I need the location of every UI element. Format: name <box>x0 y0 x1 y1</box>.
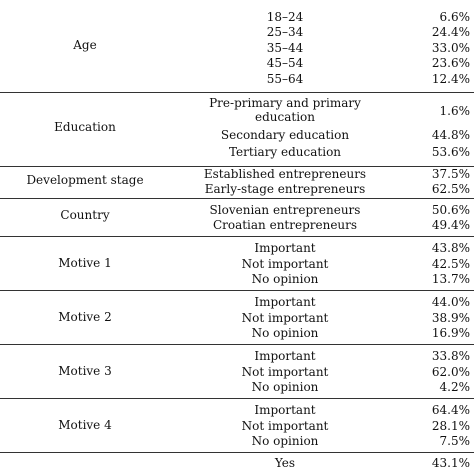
row-category: Yes <box>274 456 296 470</box>
group-label: Country <box>60 208 110 222</box>
row-category: Important <box>254 403 316 417</box>
row-value: 53.6% <box>431 145 470 159</box>
table-row: Tertiary education 53.6% <box>170 144 470 160</box>
row-value: 33.0% <box>431 41 470 55</box>
row-category: Not important <box>241 311 329 325</box>
row-category: Slovenian entrepreneurs <box>209 203 361 217</box>
table-row: Yes 43.1% <box>170 455 470 471</box>
table-row: Not important 28.1% <box>170 418 470 434</box>
table-row: Important 64.4% <box>170 402 470 418</box>
row-value: 33.8% <box>431 349 470 363</box>
row-value: 23.6% <box>431 56 470 70</box>
row-category: No opinion <box>251 380 319 394</box>
row-value: 4.2% <box>439 380 471 394</box>
group-motive-2: Motive 2 Important 44.0% Not important 3… <box>0 290 474 345</box>
row-value: 50.6% <box>431 203 470 217</box>
table-row: No opinion 7.5% <box>170 433 470 449</box>
table-row: 25–34 24.4% <box>170 24 470 40</box>
table-row: 35–44 33.0% <box>170 40 470 56</box>
row-value: 62.5% <box>431 182 470 196</box>
row-category: Not important <box>241 365 329 379</box>
table-row: 45–54 23.6% <box>170 55 470 71</box>
group-label: Motive 2 <box>58 310 112 324</box>
group-motive-4: Motive 4 Important 64.4% Not important 2… <box>0 398 474 453</box>
row-value: 12.4% <box>431 72 470 86</box>
table-row: Not important 42.5% <box>170 256 470 272</box>
table-row: Early-stage entrepreneurs 62.5% <box>170 181 470 197</box>
table-row: Important 33.8% <box>170 348 470 364</box>
row-category: Not important <box>241 419 329 433</box>
row-category: 45–54 <box>266 56 304 70</box>
table-row: Established entrepreneurs 37.5% <box>170 166 470 182</box>
row-category: Pre-primary and primary education <box>209 96 361 124</box>
row-value: 28.1% <box>431 419 470 433</box>
row-value: 16.9% <box>431 326 470 340</box>
table-row: Slovenian entrepreneurs 50.6% <box>170 202 470 218</box>
group-motive-1: Motive 1 Important 43.8% Not important 4… <box>0 236 474 291</box>
table-row: No opinion 16.9% <box>170 325 470 341</box>
row-category: No opinion <box>251 272 319 286</box>
table-row: No opinion 4.2% <box>170 379 470 395</box>
group-label: Development stage <box>26 173 144 187</box>
row-value: 42.5% <box>431 257 470 271</box>
row-value: 62.0% <box>431 365 470 379</box>
group-final: Yes 43.1% <box>0 452 474 475</box>
row-value: 24.4% <box>431 25 470 39</box>
table-row: Pre-primary and primary education 1.6% <box>170 95 470 125</box>
row-value: 37.5% <box>431 167 470 181</box>
row-category: 25–34 <box>266 25 304 39</box>
row-value: 44.0% <box>431 295 470 309</box>
group-motive-3: Motive 3 Important 33.8% Not important 6… <box>0 344 474 399</box>
row-category: No opinion <box>251 326 319 340</box>
group-label: Motive 4 <box>58 418 112 432</box>
row-category: Important <box>254 295 316 309</box>
row-category: 18–24 <box>266 10 304 24</box>
row-category: Important <box>254 349 316 363</box>
table-row: Croatian entrepreneurs 49.4% <box>170 217 470 233</box>
row-value: 13.7% <box>431 272 470 286</box>
group-education: Education Pre-primary and primary educat… <box>0 92 474 167</box>
row-category: No opinion <box>251 434 319 448</box>
table-row: 55–64 12.4% <box>170 71 470 87</box>
row-category: Early-stage entrepreneurs <box>204 182 366 196</box>
row-value: 7.5% <box>439 434 471 448</box>
group-label: Motive 3 <box>58 364 112 378</box>
row-value: 64.4% <box>431 403 470 417</box>
row-value: 44.8% <box>431 128 470 142</box>
table-row: Secondary education 44.8% <box>170 127 470 143</box>
group-country: Country Slovenian entrepreneurs 50.6% Cr… <box>0 198 474 237</box>
row-category: Established entrepreneurs <box>203 167 367 181</box>
group-development-stage: Development stage Established entreprene… <box>0 166 474 199</box>
row-value: 6.6% <box>439 10 471 24</box>
group-label: Motive 1 <box>58 256 112 270</box>
row-value: 38.9% <box>431 311 470 325</box>
row-category: Tertiary education <box>228 145 342 159</box>
table-row: No opinion 13.7% <box>170 271 470 287</box>
row-category: 35–44 <box>266 41 304 55</box>
table-row: Important 44.0% <box>170 294 470 310</box>
row-value: 43.1% <box>431 456 470 470</box>
row-category: Not important <box>241 257 329 271</box>
group-age: Age 18–24 6.6% 25–34 24.4% 35–44 33.0% 4… <box>0 0 474 92</box>
table-row: Not important 38.9% <box>170 310 470 326</box>
group-label: Age <box>73 38 97 52</box>
row-category: Secondary education <box>220 128 350 142</box>
table-row: Important 43.8% <box>170 240 470 256</box>
table-row: 18–24 6.6% <box>170 9 470 25</box>
row-category: 55–64 <box>266 72 304 86</box>
row-value: 49.4% <box>431 218 470 232</box>
row-category: Important <box>254 241 316 255</box>
group-label: Education <box>54 120 116 134</box>
row-category: Croatian entrepreneurs <box>212 218 358 232</box>
table-row: Not important 62.0% <box>170 364 470 380</box>
row-value: 1.6% <box>439 104 471 118</box>
row-value: 43.8% <box>431 241 470 255</box>
